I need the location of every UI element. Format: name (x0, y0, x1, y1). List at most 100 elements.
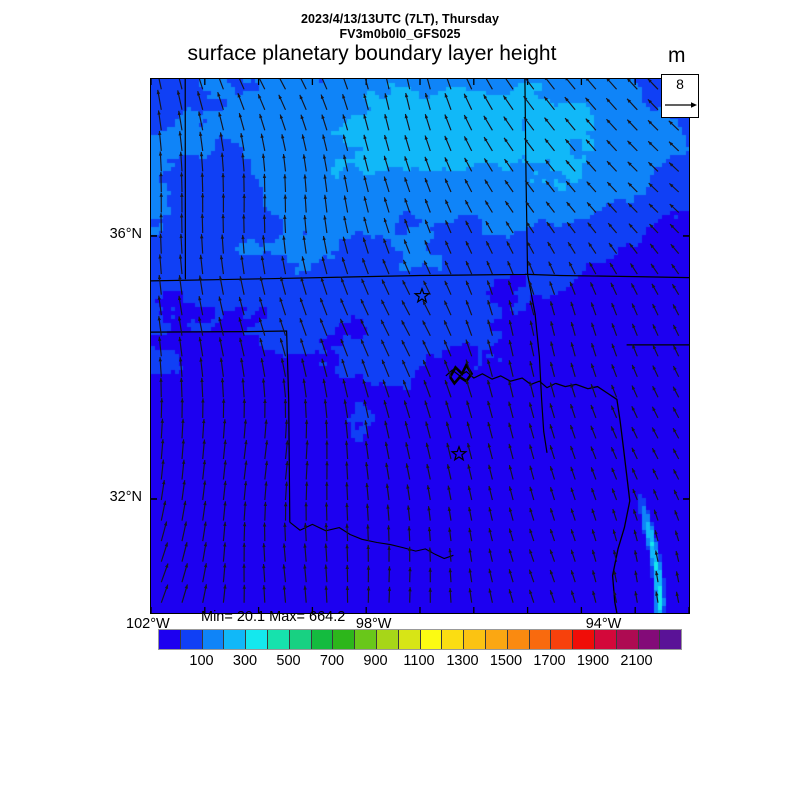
wind-vector-head (366, 565, 371, 570)
wind-vector-head (383, 155, 388, 161)
wind-vector-head (237, 93, 241, 98)
wind-vector-head (487, 380, 491, 385)
wind-vector-head (164, 542, 168, 547)
station-star-north[interactable] (413, 286, 431, 304)
wind-vector-head (550, 361, 554, 367)
wind-vector-head (382, 259, 386, 264)
wind-vector-head (468, 568, 472, 573)
colorbar-swatches[interactable] (158, 629, 682, 650)
wind-vector-head (281, 134, 285, 139)
wind-vector-head (344, 440, 349, 445)
wind-vector-head (385, 483, 390, 488)
wind-vector-head (523, 96, 528, 101)
wind-vector-head (381, 319, 385, 325)
wind-vector-head (652, 468, 657, 474)
wind-vector-head (612, 509, 616, 514)
wind-vector-head (181, 418, 185, 423)
wind-vector-head (673, 324, 677, 330)
wind-vector-head (384, 93, 388, 98)
wind-vector-head (305, 440, 309, 445)
wind-vector-head (612, 488, 616, 493)
wind-vector-head (283, 174, 287, 179)
wind-vector-head (365, 503, 370, 508)
wind-vector-head (259, 113, 263, 119)
wind-vector-head (406, 484, 410, 489)
wind-vector-head (632, 468, 636, 473)
wind-vector-head (488, 588, 492, 593)
colorbar-legend[interactable]: 100 300 500 700 900 1100 1300 1500 1700 1900 2100 (158, 629, 682, 673)
wind-vector-head (321, 256, 325, 261)
wind-vector-head (508, 589, 512, 594)
wind-vector-head (404, 198, 408, 203)
wind-vector-head (344, 420, 348, 425)
wind-vector-head (322, 154, 327, 159)
header-model-name: FV3m0b0l0_GFS025 (339, 27, 461, 41)
wind-vector-head (384, 135, 388, 140)
wind-vector-head (283, 522, 287, 527)
wind-vector-quiver (156, 79, 680, 603)
wind-vector-head (444, 114, 448, 119)
wind-vector (545, 79, 555, 90)
page-title: surface planetary boundary layer height (187, 42, 557, 65)
wind-vector-head (386, 525, 391, 530)
wind-vector-head (241, 153, 245, 158)
wind-vector-head (631, 427, 636, 432)
wind-vector-head (401, 300, 406, 305)
wind-vector-head (200, 172, 204, 177)
wind-vector-head (384, 420, 388, 426)
colorbar-cell (660, 630, 682, 649)
wind-vector-head (404, 239, 408, 244)
wind-vector-head (341, 278, 345, 283)
wind-vector-head (444, 157, 449, 162)
wind-vector-head (321, 114, 325, 119)
wind-vector-head (158, 130, 162, 136)
map-plot-area[interactable] (150, 78, 690, 614)
wind-vector-head (402, 360, 406, 365)
wind-vector-head (385, 462, 389, 467)
wind-vector-head (404, 218, 408, 224)
wind-vector-head (183, 500, 187, 506)
wind-vector-head (464, 136, 468, 141)
wind-vector-head (345, 482, 349, 487)
wind-vector-head (264, 460, 269, 466)
wind-vector-head (422, 300, 427, 305)
wind-vector-head (180, 192, 184, 197)
wind-vector-head (591, 529, 596, 534)
wind-vector-head (612, 529, 617, 534)
wind-vector-head (648, 183, 653, 188)
wind-vector-head (402, 280, 406, 285)
wind-vector-head (422, 320, 426, 325)
wind-vector-head (424, 156, 428, 162)
wind-vector-head (243, 501, 247, 506)
wind-vector-head (550, 301, 554, 306)
units-label: m (668, 44, 686, 67)
wind-vector-head (283, 502, 288, 507)
wind-vector-head (590, 446, 595, 451)
wind-vector-head (673, 469, 677, 474)
wind-vector-head (221, 398, 226, 403)
wind-vector-head (424, 135, 428, 140)
wind-vector-head (570, 466, 574, 472)
wind-vector-head (299, 318, 303, 323)
wind-vector-head (341, 257, 346, 262)
colorbar-cell (398, 630, 421, 649)
wind-vector-head (303, 194, 308, 199)
wind-vector-head (303, 585, 307, 590)
wind-vector-head (484, 137, 488, 142)
wind-vector-head (550, 487, 554, 492)
wind-vector-head (529, 320, 533, 325)
wind-vector-head (345, 461, 349, 466)
wind-vector-head (467, 485, 472, 491)
station-star-south[interactable] (450, 444, 468, 462)
wind-vector-head (284, 419, 289, 424)
wind-vector-head (528, 261, 532, 266)
wind-vector-head (303, 399, 308, 404)
wind-vector-head (279, 297, 283, 302)
wind-vector-head (628, 182, 633, 187)
wind-vector-head (468, 548, 472, 553)
wind-vector-head (299, 297, 304, 303)
wind-vector-head (508, 340, 512, 345)
wind-vector-head (606, 79, 611, 82)
wind-vector-head (426, 485, 431, 490)
wind-vector-head (221, 193, 226, 198)
